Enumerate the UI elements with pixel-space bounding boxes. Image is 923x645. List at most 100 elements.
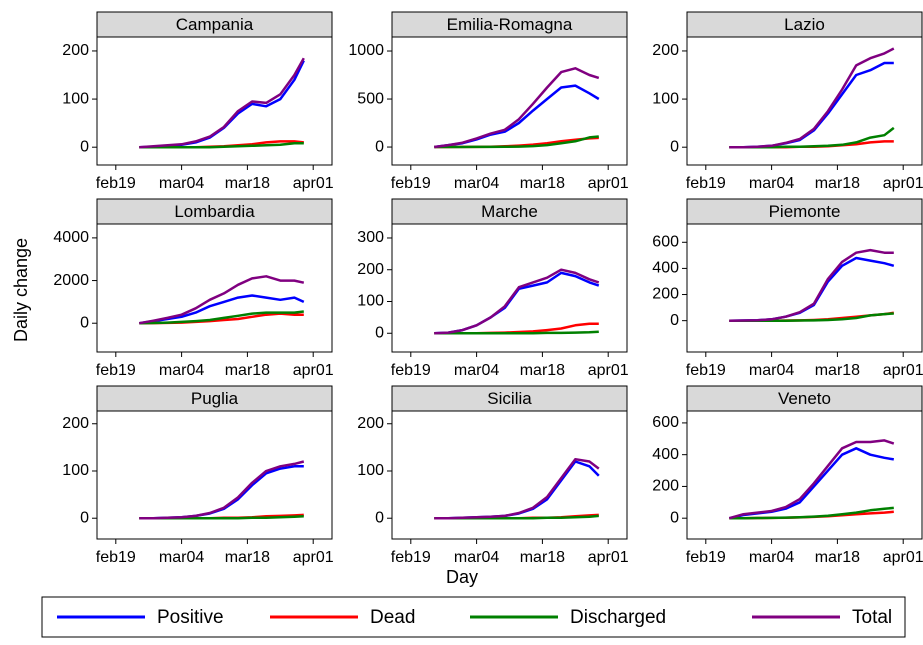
series-line (434, 135, 599, 149)
legend-label: Total (852, 607, 892, 628)
y-tick-label: 200 (652, 286, 679, 303)
x-tick-label: mar18 (520, 362, 565, 379)
series-line (729, 47, 895, 149)
x-tick-label: mar04 (749, 549, 794, 566)
panel-header (96, 11, 333, 38)
x-tick-label: feb19 (96, 175, 136, 192)
x-tick-label: feb19 (686, 362, 726, 379)
y-tick-label: 600 (652, 234, 679, 251)
panel-header (391, 198, 628, 225)
y-tick-label: 0 (375, 509, 384, 526)
series-line (139, 460, 305, 520)
x-tick-label: mar18 (815, 175, 860, 192)
y-tick-label: 200 (62, 415, 89, 432)
x-tick-label: mar04 (159, 175, 204, 192)
panel-header (686, 385, 923, 412)
x-tick-label: mar18 (520, 549, 565, 566)
y-tick-label: 1000 (348, 42, 384, 59)
y-tick-label: 2000 (53, 272, 89, 289)
y-tick-label: 0 (375, 138, 384, 155)
series-line (139, 142, 304, 149)
x-tick-label: mar18 (815, 549, 860, 566)
plot-area (391, 223, 628, 353)
plot-area (96, 410, 333, 540)
x-tick-label: mar04 (454, 175, 499, 192)
panel-header (391, 385, 628, 412)
legend-label: Positive (157, 607, 224, 628)
x-tick-label: mar04 (159, 549, 204, 566)
panel-title: Marche (481, 202, 538, 221)
x-axis-label: Day (446, 567, 478, 587)
series-line (729, 248, 894, 322)
y-tick-label: 400 (652, 446, 679, 463)
x-tick-label: mar04 (749, 175, 794, 192)
y-tick-label: 0 (670, 138, 679, 155)
panel-title: Veneto (778, 389, 831, 408)
series-line (728, 439, 895, 520)
panel-header (686, 11, 923, 38)
panel-header (686, 198, 923, 225)
y-tick-label: 4000 (53, 229, 89, 246)
x-tick-label: mar18 (225, 362, 270, 379)
x-tick-label: mar18 (225, 549, 270, 566)
x-tick-label: mar04 (454, 362, 499, 379)
x-tick-label: apr01 (293, 549, 334, 566)
legend-label: Dead (370, 607, 415, 628)
series-line (434, 330, 599, 335)
plot-area (686, 223, 923, 353)
x-tick-label: feb19 (391, 549, 431, 566)
x-tick-label: mar18 (815, 362, 860, 379)
panel-title: Lazio (784, 15, 825, 34)
y-tick-label: 0 (670, 509, 679, 526)
y-tick-label: 200 (652, 42, 679, 59)
y-tick-label: 200 (652, 478, 679, 495)
panel-header (96, 198, 333, 225)
plot-area (391, 36, 628, 166)
x-tick-label: apr01 (883, 549, 923, 566)
x-tick-label: mar04 (159, 362, 204, 379)
panel-header (391, 11, 628, 38)
x-tick-label: apr01 (293, 175, 334, 192)
x-tick-label: apr01 (588, 362, 629, 379)
series-line (434, 67, 600, 149)
x-tick-label: mar04 (749, 362, 794, 379)
x-tick-label: apr01 (883, 175, 923, 192)
series-line (139, 57, 305, 149)
y-tick-label: 600 (652, 414, 679, 431)
panel-title: Lombardia (174, 202, 255, 221)
panel-header (96, 385, 333, 412)
y-tick-label: 100 (357, 462, 384, 479)
x-tick-label: mar18 (520, 175, 565, 192)
y-tick-label: 200 (357, 415, 384, 432)
panel-title: Campania (176, 15, 254, 34)
y-tick-label: 0 (80, 138, 89, 155)
x-tick-label: feb19 (96, 549, 136, 566)
plot-area (96, 223, 333, 353)
y-tick-label: 0 (375, 324, 384, 341)
y-tick-label: 100 (62, 90, 89, 107)
y-tick-label: 0 (80, 314, 89, 331)
panel-title: Puglia (191, 389, 239, 408)
series-line (139, 310, 304, 325)
panel-title: Sicilia (487, 389, 532, 408)
y-axis-label: Daily change (11, 238, 31, 342)
y-tick-label: 100 (652, 90, 679, 107)
y-tick-label: 500 (357, 90, 384, 107)
series-line (434, 268, 600, 335)
legend-label: Discharged (570, 607, 666, 628)
x-tick-label: feb19 (391, 362, 431, 379)
y-tick-label: 200 (357, 261, 384, 278)
y-tick-label: 100 (357, 293, 384, 310)
x-tick-label: mar04 (454, 549, 499, 566)
plot-area (686, 36, 923, 166)
x-tick-label: feb19 (391, 175, 431, 192)
x-tick-label: apr01 (293, 362, 334, 379)
y-tick-label: 0 (670, 312, 679, 329)
y-tick-label: 400 (652, 260, 679, 277)
x-tick-label: mar18 (225, 175, 270, 192)
series-line (139, 275, 305, 325)
y-tick-label: 0 (80, 509, 89, 526)
x-tick-label: apr01 (588, 549, 629, 566)
y-tick-label: 200 (62, 42, 89, 59)
